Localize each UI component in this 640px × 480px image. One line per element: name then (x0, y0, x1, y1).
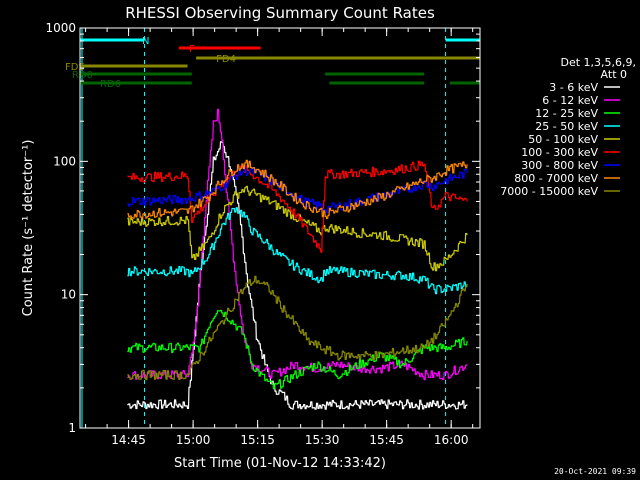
plot-frame (79, 27, 481, 429)
flag-label-fd4: FD4 (216, 54, 236, 65)
series-line-3 (127, 207, 468, 295)
y-tick-label-3: 1000 (45, 21, 76, 35)
x-tick-label-3: 15:30 (305, 433, 340, 447)
flag-label-rd0: RD0 (72, 70, 93, 81)
legend-label-0: 3 - 6 keV (549, 81, 598, 94)
chart-title: RHESSI Observing Summary Count Rates (125, 4, 435, 22)
series-line-5 (127, 160, 468, 253)
legend-label-2: 12 - 25 keV (535, 107, 598, 120)
series-line-6 (127, 166, 468, 214)
series-line-7 (127, 159, 468, 219)
legend-label-1: 6 - 12 keV (542, 94, 598, 107)
x-tick-label-4: 15:45 (369, 433, 404, 447)
x-axis-label: Start Time (01-Nov-12 14:33:42) (174, 456, 386, 471)
flag-label-rd6: RD6 (100, 79, 121, 90)
y-tick-label-1: 10 (61, 288, 76, 302)
legend-label-4: 50 - 100 keV (528, 133, 598, 146)
flag-label-fds: FDS (65, 62, 85, 73)
axes: 1 10 100 1000 14:45 15:00 15:15 15:30 15:45 16:00 (45, 21, 481, 447)
flag-label-n: N (142, 36, 149, 47)
legend-label-5: 100 - 300 keV (521, 146, 598, 159)
legend-label-8: 7000 - 15000 keV (500, 185, 598, 198)
x-tick-label-0: 14:45 (111, 433, 146, 447)
legend-label-3: 25 - 50 keV (535, 120, 598, 133)
detector-label: Det 1,3,5,6,9, (560, 56, 636, 69)
series-line-8 (127, 275, 468, 381)
y-tick-label-2: 100 (53, 154, 76, 168)
x-tick-label-1: 15:00 (176, 433, 211, 447)
series-line-2 (127, 309, 468, 390)
series-line-4 (127, 185, 468, 272)
flag-label-f: F (189, 44, 195, 55)
legend-label-6: 300 - 800 keV (521, 159, 598, 172)
y-tick-label-0: 1 (68, 421, 76, 435)
series-line-1 (127, 108, 468, 381)
timestamp: 20-Oct-2021 09:39 (554, 467, 636, 476)
x-tick-label-2: 15:15 (240, 433, 275, 447)
x-tick-label-5: 16:00 (434, 433, 469, 447)
series-line-0 (127, 141, 468, 410)
legend-label-7: 800 - 7000 keV (514, 172, 598, 185)
y-axis-label: Count Rate (s⁻¹ detector⁻¹) (21, 140, 36, 317)
attenuator-label: Att 0 (601, 68, 627, 81)
